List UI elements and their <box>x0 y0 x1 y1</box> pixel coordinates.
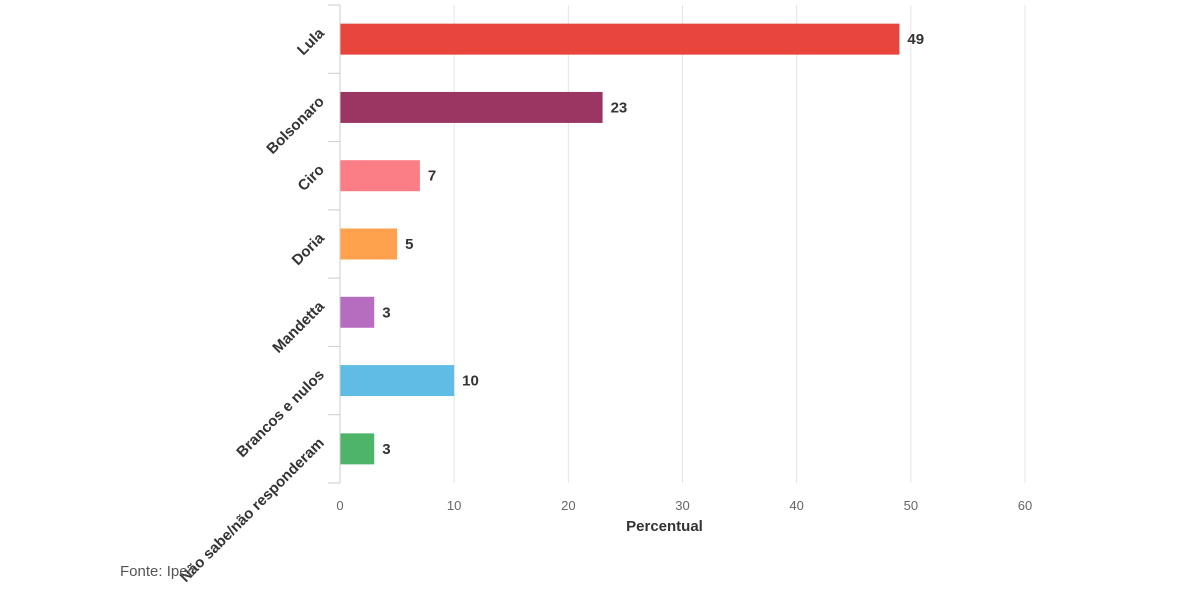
data-label: 10 <box>462 373 479 390</box>
data-label: 49 <box>907 31 924 48</box>
x-tick-label: 20 <box>561 498 575 513</box>
category-label: Não sabe/não responderam <box>177 435 328 586</box>
x-tick-label: 50 <box>904 498 918 513</box>
data-label: 23 <box>611 99 628 116</box>
data-label: 5 <box>405 236 413 253</box>
data-label: 3 <box>382 441 390 458</box>
x-axis-title: Percentual <box>626 518 703 535</box>
category-label: Mandetta <box>269 298 328 357</box>
x-tick-label: 0 <box>336 498 343 513</box>
bars: 49 23 7 5 3 10 3 <box>340 23 924 465</box>
category-label: Bolsonaro <box>263 93 327 157</box>
x-tick-label: 40 <box>789 498 803 513</box>
category-label: Lula <box>294 24 328 58</box>
bar <box>340 91 603 123</box>
x-tick-label: 10 <box>447 498 461 513</box>
category-label: Doria <box>289 229 329 269</box>
bar <box>340 23 900 55</box>
bar <box>340 433 375 465</box>
data-label: 7 <box>428 168 436 185</box>
source-label: Fonte: Ipec <box>120 563 196 580</box>
bar <box>340 228 398 260</box>
grid-lines <box>453 5 1026 483</box>
bar <box>340 160 420 192</box>
category-label: Ciro <box>295 162 328 195</box>
bar <box>340 296 375 328</box>
axes: 0 10 20 30 40 50 60 Lula Bolsonaro Ciro Doria Mande… <box>177 4 1032 586</box>
bar <box>340 365 455 397</box>
data-label: 3 <box>382 304 390 321</box>
x-tick-label: 30 <box>675 498 689 513</box>
x-tick-label: 60 <box>1018 498 1032 513</box>
